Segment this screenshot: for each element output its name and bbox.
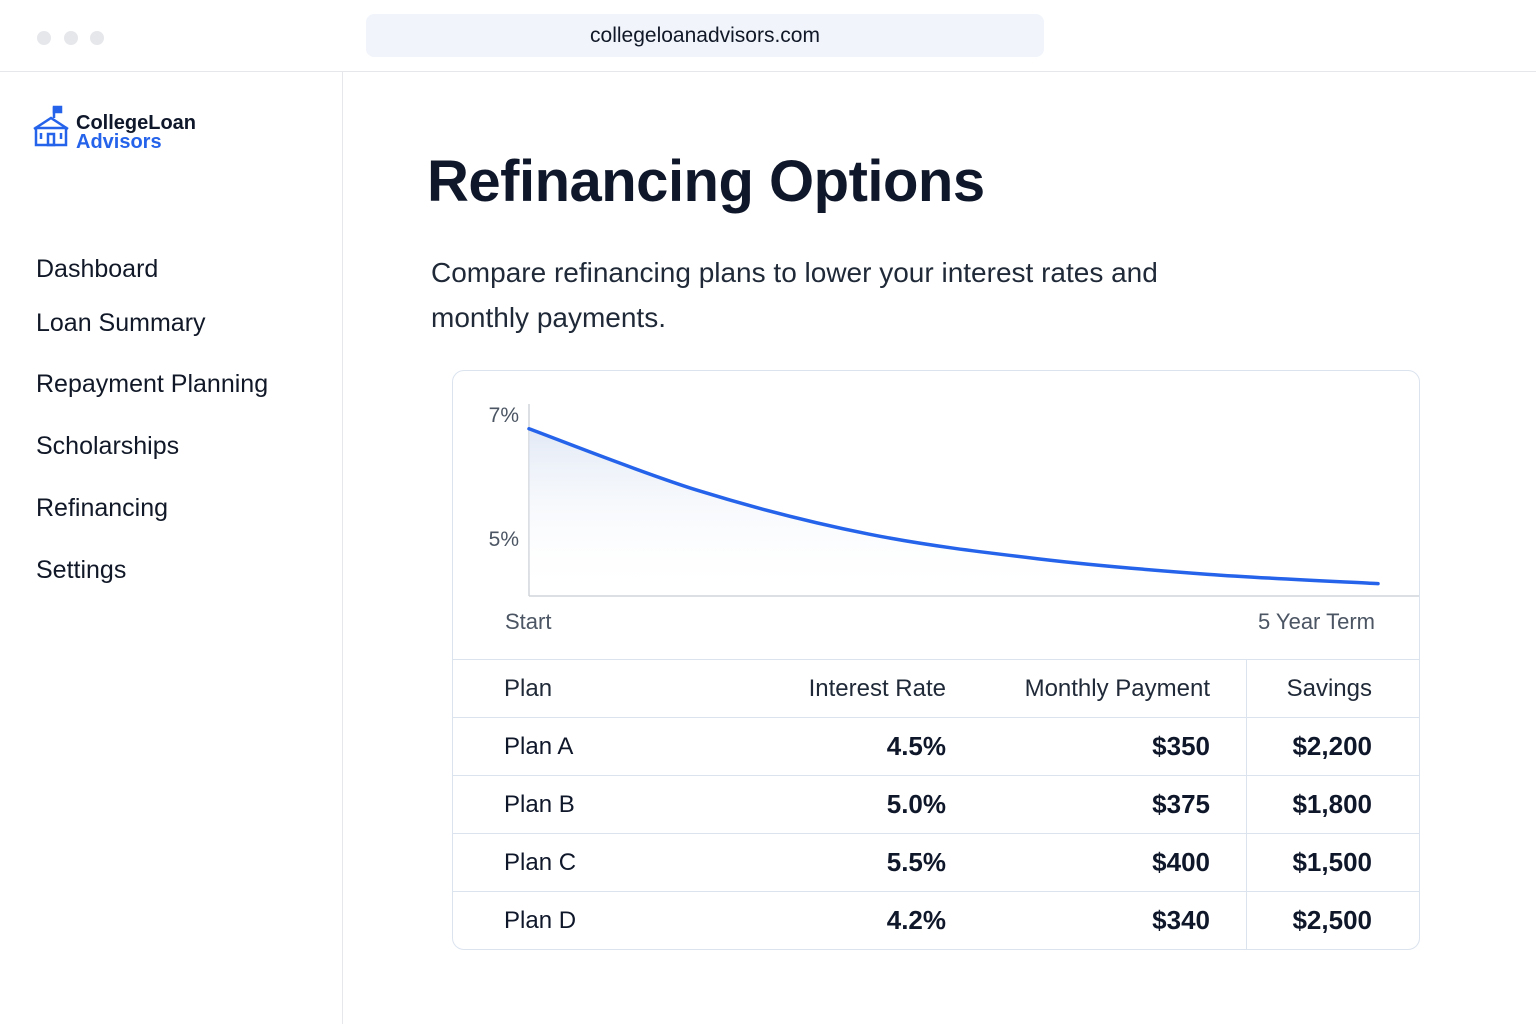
sidebar — [0, 72, 343, 1024]
table-cell: Plan B — [453, 775, 754, 834]
chart-card: 5% 7% Start 5 Year Term Plan Interest Rate Mo… — [452, 370, 1420, 950]
table-row: Plan D 4.2% $340 $2,500 — [453, 891, 1419, 949]
page-subtitle: Compare refinancing plans to lower your … — [431, 257, 1158, 333]
table-cell: $350 — [946, 717, 1247, 776]
logo-line: CollegeLoan — [76, 112, 197, 134]
table-cell: 5.0% — [754, 775, 946, 834]
nav-item[interactable]: Loan Summary — [36, 309, 206, 337]
table-row: Plan A 4.5% $350 $2,200 — [453, 717, 1419, 776]
x-tick-label: 5 Year Term — [1258, 609, 1375, 634]
logo-icon — [33, 105, 69, 147]
area-fill — [529, 428, 1378, 596]
header-row: Plan Interest Rate Monthly Payment Savings — [453, 659, 1419, 718]
url-bar[interactable]: collegeloanadvisors.com — [366, 14, 1044, 57]
y-tick-label: 7% — [489, 404, 519, 427]
page-title: Refinancing Options — [427, 149, 985, 214]
browser-bar: collegeloanadvisors.com — [0, 0, 1536, 72]
table-cell: Plan D — [453, 891, 754, 949]
nav-item[interactable]: Refinancing — [36, 494, 169, 522]
plans-table: Plan Interest Rate Monthly Payment Savings P… — [453, 659, 1419, 949]
table-cell: $375 — [946, 775, 1247, 834]
logo-text[interactable]: CollegeLoan Advisors — [76, 112, 197, 153]
table-cell: $2,500 — [1246, 891, 1419, 949]
rate-line — [527, 427, 1380, 586]
y-tick-label: 5% — [489, 528, 519, 551]
logo-line: Advisors — [76, 131, 162, 153]
chart: 5% 7% Start 5 Year Term — [489, 404, 1419, 634]
table-cell: 4.2% — [754, 891, 946, 949]
table-cell: Plan C — [453, 833, 754, 892]
table-cell: $1,500 — [1246, 833, 1419, 892]
table-cell: Plan A — [453, 717, 754, 776]
nav-item[interactable]: Repayment Planning — [36, 370, 269, 398]
column-header: Plan — [453, 659, 754, 718]
x-tick-label: Start — [505, 609, 551, 634]
table-cell: $2,200 — [1246, 717, 1419, 776]
table-cell: 4.5% — [754, 717, 946, 776]
table-cell: 5.5% — [754, 833, 946, 892]
window-dot[interactable] — [64, 31, 78, 45]
window-dot[interactable] — [90, 31, 104, 45]
table-row: Plan C 5.5% $400 $1,500 — [453, 833, 1419, 892]
column-header: Interest Rate — [754, 659, 946, 718]
nav-item[interactable]: Dashboard — [36, 255, 159, 283]
table-row: Plan B 5.0% $375 $1,800 — [453, 775, 1419, 834]
nav-item[interactable]: Scholarships — [36, 432, 180, 460]
column-header: Monthly Payment — [946, 659, 1247, 718]
table-cell: $400 — [946, 833, 1247, 892]
window-dot[interactable] — [37, 31, 51, 45]
table-cell: $1,800 — [1246, 775, 1419, 834]
nav-item[interactable]: Settings — [36, 556, 127, 584]
column-header: Savings — [1246, 659, 1419, 718]
table-cell: $340 — [946, 891, 1247, 949]
